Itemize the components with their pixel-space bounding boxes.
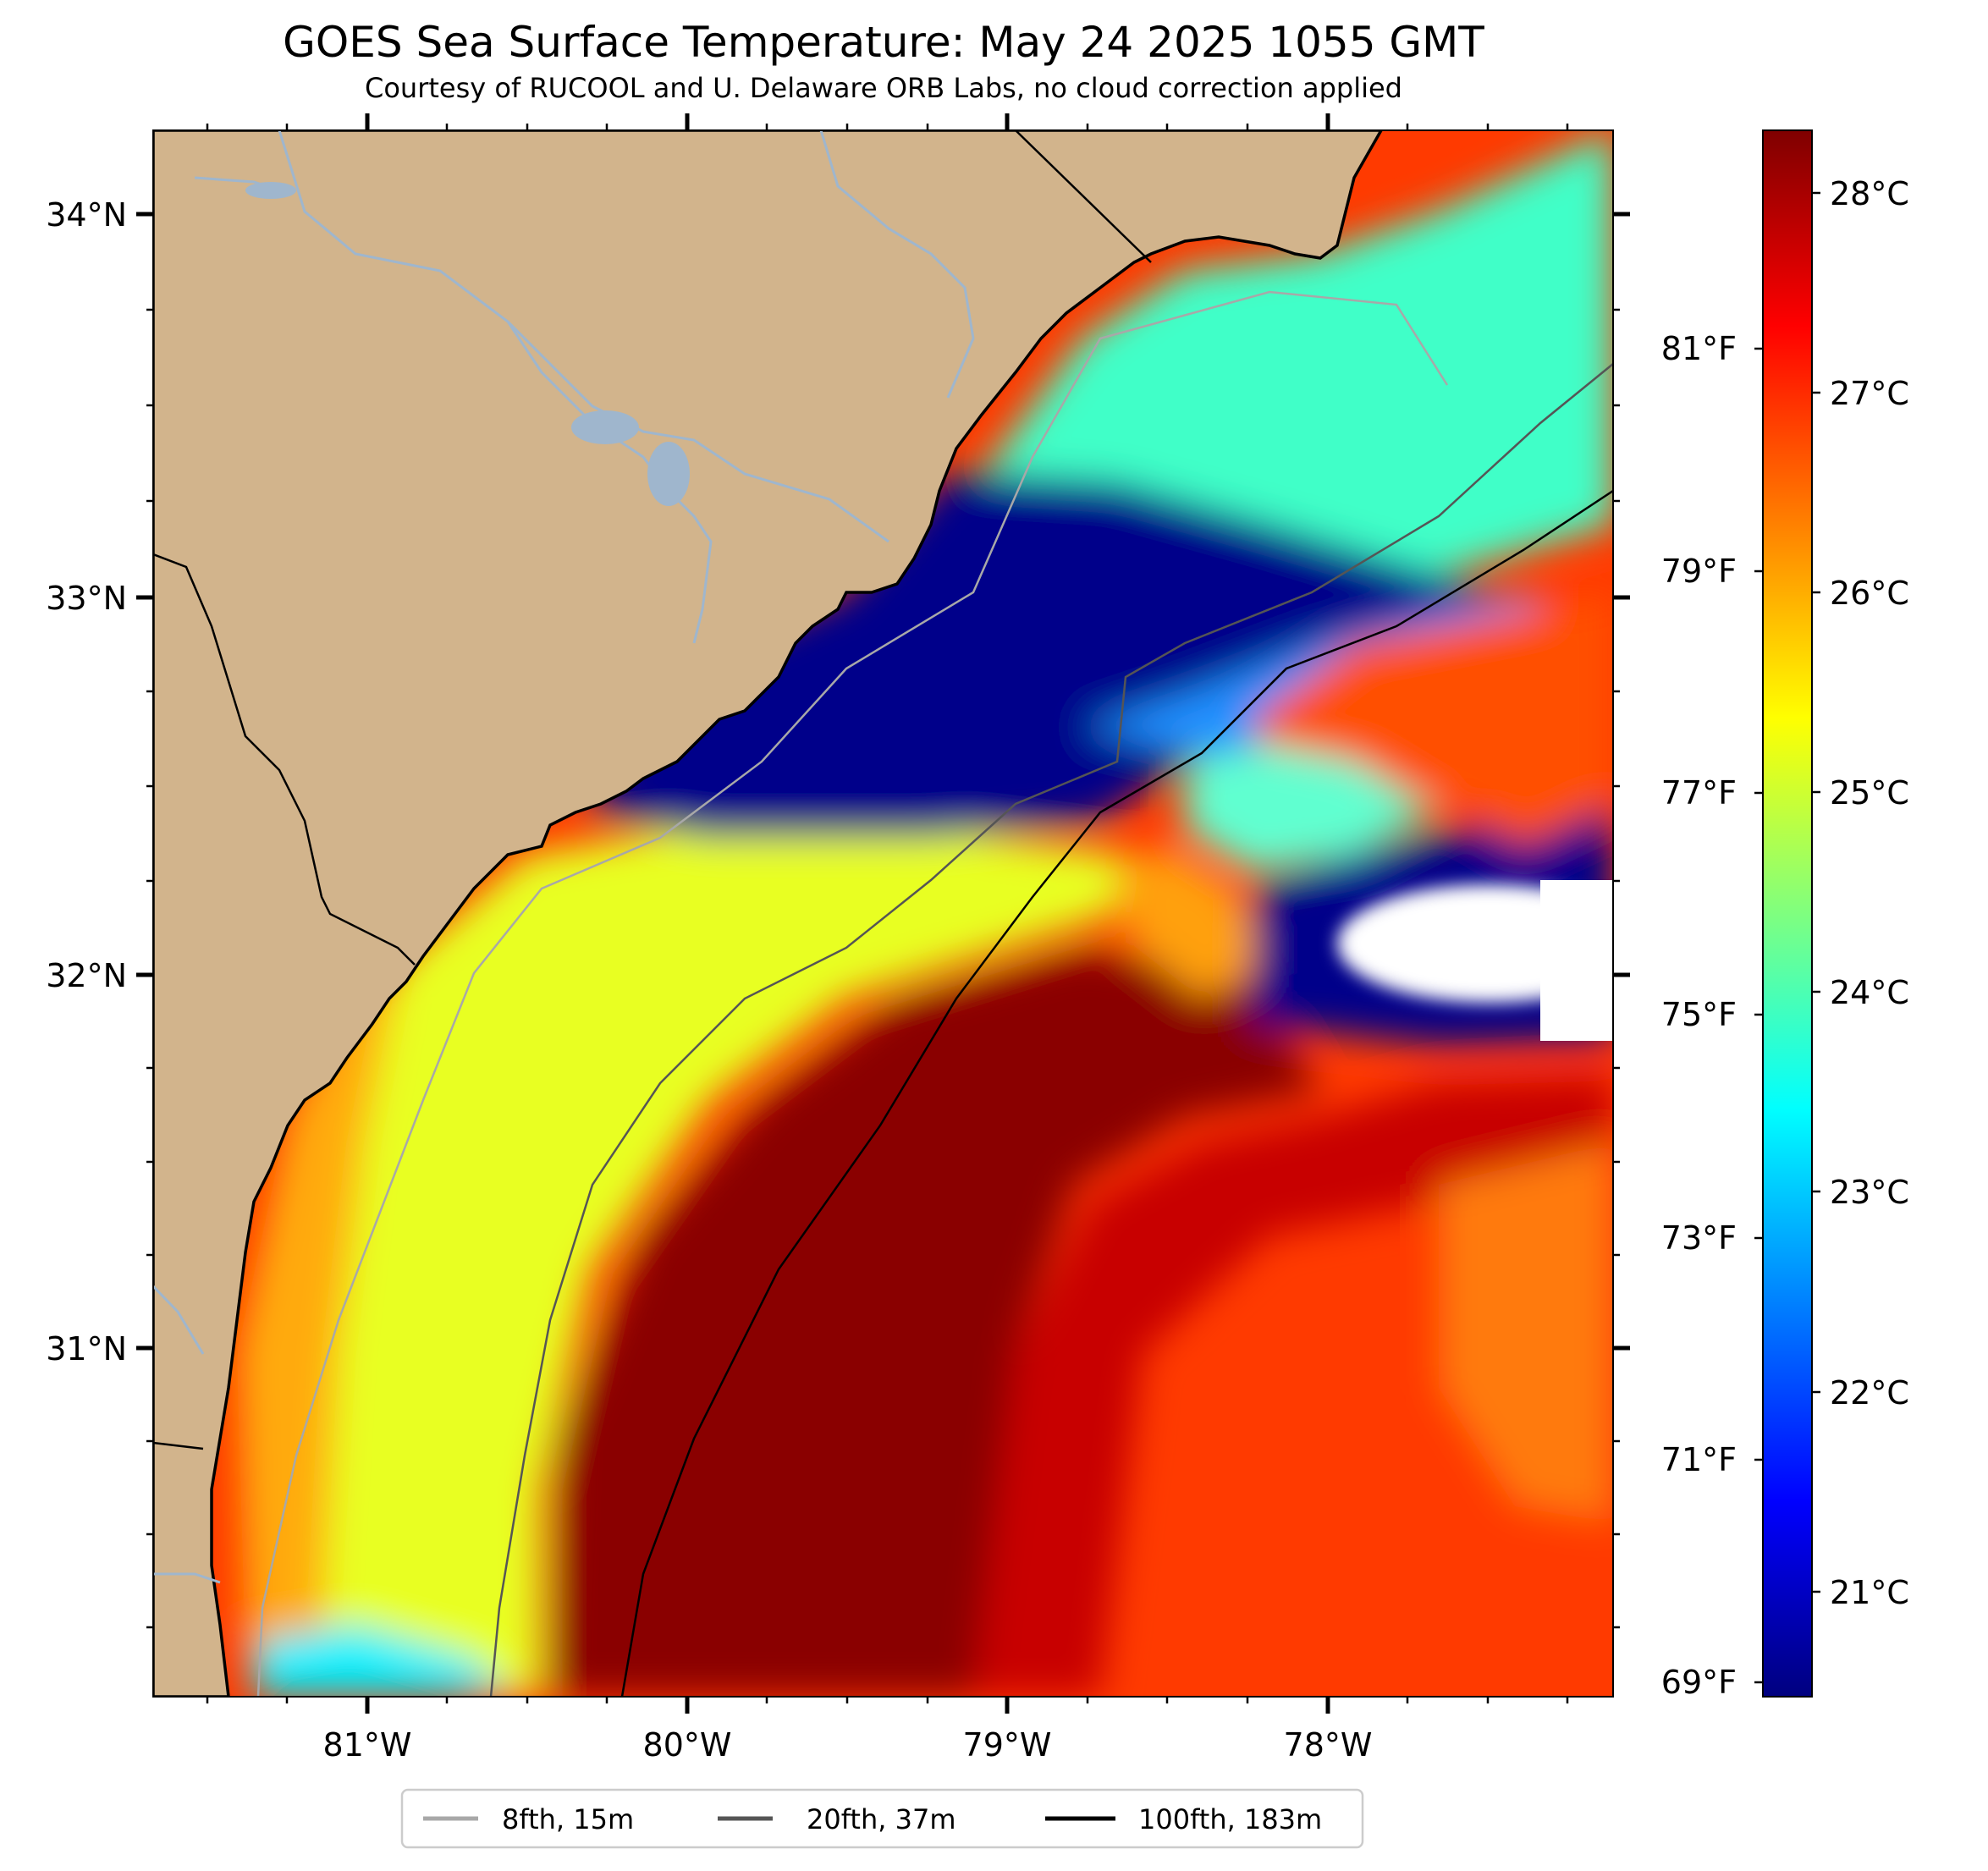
celsius-label-28: 28°C bbox=[1830, 175, 1909, 212]
land-mass bbox=[153, 130, 1384, 1697]
isobath-100fth bbox=[620, 489, 1613, 1697]
celsius-label-27: 27°C bbox=[1830, 375, 1909, 412]
lat-label-34: 34°N bbox=[46, 196, 127, 234]
sst-gulfstream-core bbox=[550, 948, 1320, 1697]
lat-ticks bbox=[136, 212, 1630, 1629]
sst-nearshore-orange bbox=[237, 973, 398, 1650]
sst-yellow-shelf bbox=[245, 829, 1126, 1697]
celsius-label-23: 23°C bbox=[1830, 1174, 1909, 1211]
fahrenheit-label-73: 73°F bbox=[1661, 1219, 1737, 1257]
fahrenheit-label-69: 69°F bbox=[1661, 1664, 1737, 1701]
celsius-label-25: 25°C bbox=[1830, 774, 1909, 812]
chart-subtitle: Courtesy of RUCOOL and U. Delaware ORB L… bbox=[365, 72, 1402, 104]
sst-red-band bbox=[973, 1075, 1613, 1697]
fahrenheit-label-75: 75°F bbox=[1661, 996, 1737, 1033]
sst-offshore-orange bbox=[1126, 846, 1269, 999]
legend-label-8fth: 8fth, 15m bbox=[502, 1803, 634, 1835]
lon-ticks bbox=[206, 113, 1569, 1714]
sst-south-cyan bbox=[254, 1625, 508, 1697]
sst-orange-eddy bbox=[1439, 1142, 1613, 1523]
chart-title: GOES Sea Surface Temperature: May 24 202… bbox=[283, 18, 1484, 67]
lon-label-78: 78°W bbox=[1284, 1726, 1373, 1764]
lake-marion bbox=[571, 410, 639, 444]
isobath-8fth bbox=[256, 290, 1449, 1697]
fahrenheit-label-81: 81°F bbox=[1661, 330, 1737, 367]
legend-label-20fth: 20fth, 37m bbox=[807, 1803, 955, 1835]
lat-label-32: 32°N bbox=[46, 957, 127, 994]
celsius-label-24: 24°C bbox=[1830, 974, 1909, 1011]
celsius-label-22: 22°C bbox=[1830, 1374, 1909, 1412]
fahrenheit-label-79: 79°F bbox=[1661, 553, 1737, 590]
map-area bbox=[153, 130, 1613, 1697]
sst-cold-water bbox=[584, 474, 1523, 838]
celsius-label-21: 21°C bbox=[1830, 1574, 1909, 1611]
lat-label-31: 31°N bbox=[46, 1330, 127, 1367]
map-frame bbox=[152, 129, 1614, 1698]
celsius-ticks bbox=[1812, 191, 1820, 1593]
lake-north bbox=[245, 182, 296, 199]
fahrenheit-label-71: 71°F bbox=[1661, 1441, 1737, 1478]
sst-cyan-north bbox=[982, 130, 1613, 575]
state-borders bbox=[153, 130, 1152, 1450]
lat-label-33: 33°N bbox=[46, 580, 127, 617]
fahrenheit-ticks bbox=[1754, 347, 1763, 1684]
sst-cyan-patch-e bbox=[1185, 745, 1439, 872]
fahrenheit-label-77: 77°F bbox=[1661, 774, 1737, 812]
cloud-gap-edge bbox=[1540, 880, 1613, 1041]
legend-box bbox=[400, 1788, 1364, 1849]
lon-label-81: 81°W bbox=[323, 1726, 412, 1764]
colorbar bbox=[1762, 129, 1813, 1698]
lon-label-80: 80°W bbox=[643, 1726, 732, 1764]
lake-moultrie bbox=[647, 442, 690, 506]
legend-label-100fth: 100fth, 183m bbox=[1138, 1803, 1322, 1835]
lon-label-79: 79°W bbox=[963, 1726, 1052, 1764]
legend: 8fth, 15m 20fth, 37m 100fth, 183m bbox=[400, 1788, 1364, 1849]
celsius-label-26: 26°C bbox=[1830, 575, 1909, 612]
sst-warm-patch-ne bbox=[1253, 592, 1613, 846]
isobath-20fth bbox=[489, 363, 1613, 1697]
